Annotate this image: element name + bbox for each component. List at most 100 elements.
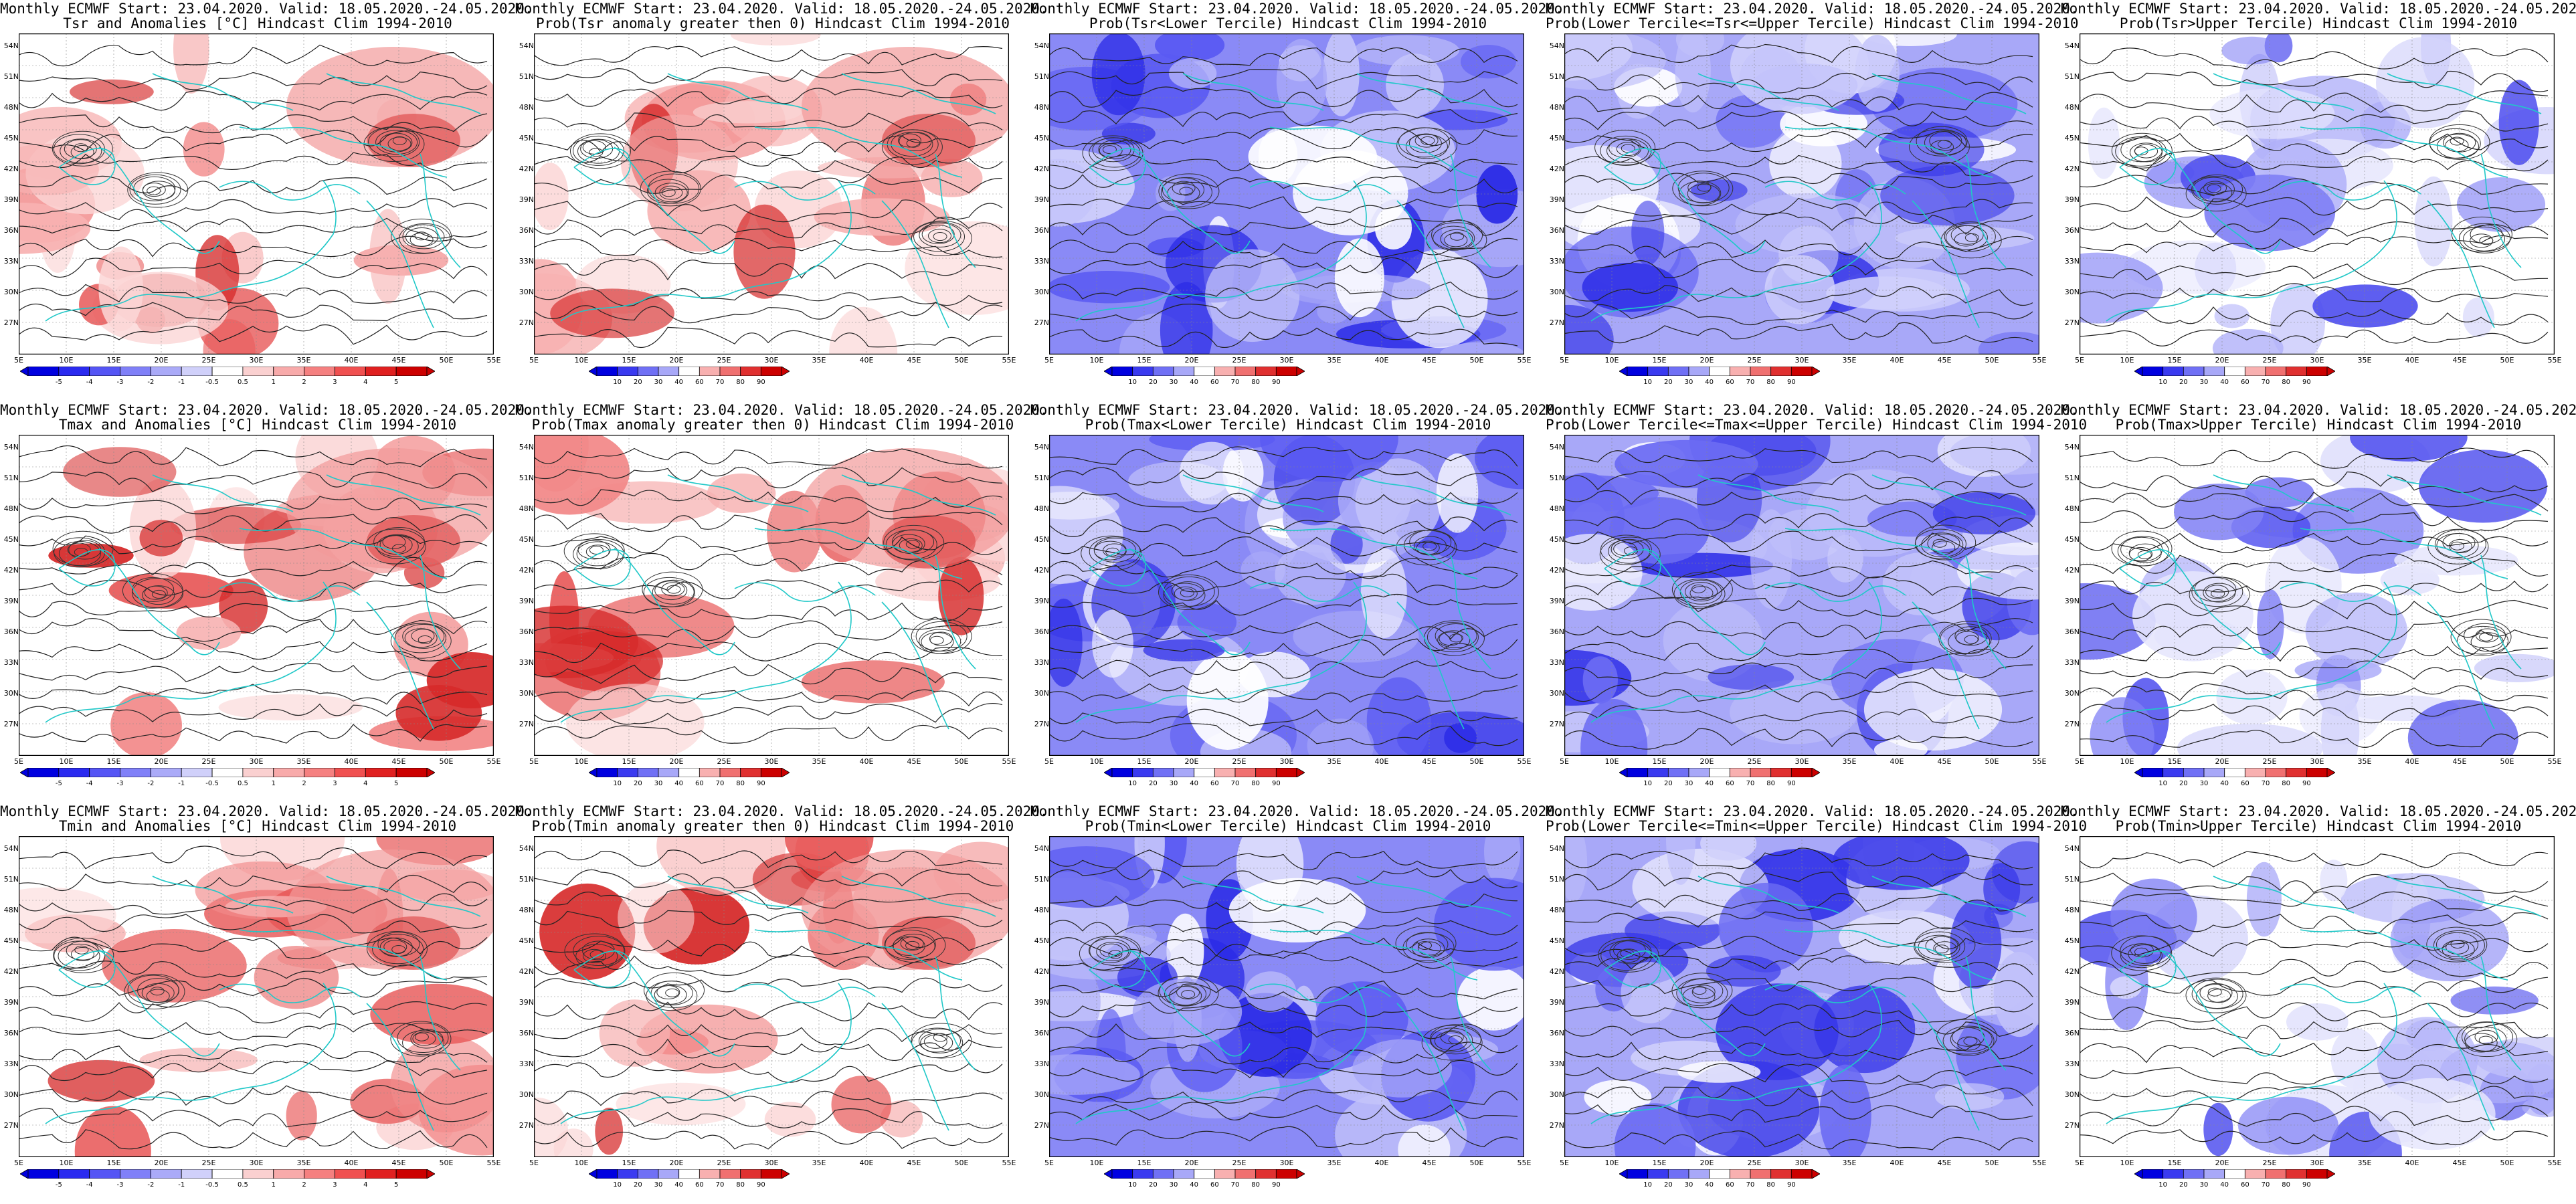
forecast-map [1049, 33, 1524, 355]
colorbar-tick-label: 30 [2199, 1181, 2209, 1189]
latitude-label: 45N [2064, 936, 2080, 945]
colorbar-tick-label: -0.5 [205, 379, 219, 386]
latitude-label: 45N [3, 134, 19, 142]
colorbar-tick-label: 3 [333, 780, 337, 787]
longitude-label: 40E [344, 356, 359, 365]
longitude-label: 25E [1232, 356, 1247, 365]
longitude-label: 40E [1890, 757, 1904, 766]
map-panel-tmin-upper: Monthly ECMWF Start: 23.04.2020. Valid: … [2061, 803, 2576, 1204]
longitude-label: 15E [622, 1159, 636, 1167]
latitude-label: 30N [1549, 1090, 1564, 1099]
longitude-label: 15E [622, 356, 636, 365]
panel-title-line1: Monthly ECMWF Start: 23.04.2020. Valid: … [0, 803, 533, 819]
longitude-label: 40E [859, 1159, 874, 1167]
latitude-label: 42N [2064, 967, 2080, 976]
colorbar-tick-label: 0.5 [237, 1181, 248, 1189]
colorbar-tick-label: 4 [363, 1181, 368, 1189]
latitude-label: 39N [1549, 998, 1564, 1007]
colorbar-tick-label: 70 [2261, 1181, 2270, 1189]
longitude-label: 55E [2032, 757, 2047, 766]
longitude-label: 10E [1089, 1159, 1104, 1167]
latitude-label: 39N [1034, 597, 1049, 605]
latitude-label: 30N [3, 1090, 19, 1099]
colorbar-tick-label: 30 [1684, 780, 1693, 787]
latitude-label: 27N [1034, 318, 1049, 327]
colorbar-tick-label: 80 [1766, 379, 1776, 386]
colorbar-tick-label: 90 [2302, 1181, 2311, 1189]
latitude-label: 27N [1549, 1121, 1564, 1130]
map-panel-tmin-middle: Monthly ECMWF Start: 23.04.2020. Valid: … [1546, 803, 2087, 1204]
colorbar-tick-label: 60 [1725, 780, 1734, 787]
longitude-label: 20E [154, 1159, 169, 1167]
longitude-label: 50E [954, 1159, 969, 1167]
longitude-label: 30E [1279, 1159, 1294, 1167]
longitude-label: 25E [1747, 356, 1762, 365]
panel-title-line1: Monthly ECMWF Start: 23.04.2020. Valid: … [1030, 803, 1564, 819]
panel-title-line2: Prob(Tmin>Upper Tercile) Hindcast Clim 1… [2115, 818, 2522, 834]
longitude-label: 5E [14, 757, 23, 766]
longitude-label: 15E [1137, 757, 1152, 766]
colorbar-tick-label: 2 [302, 379, 306, 386]
latitude-label: 54N [1549, 443, 1564, 452]
latitude-label: 45N [1549, 936, 1564, 945]
colorbar-tick-label: 90 [1271, 379, 1281, 386]
colorbar [589, 367, 790, 376]
forecast-map [19, 435, 494, 756]
longitude-label: 40E [1374, 356, 1389, 365]
colorbar-tick-label: 10 [1128, 379, 1137, 386]
latitude-label: 36N [519, 1029, 534, 1037]
longitude-label: 10E [1089, 757, 1104, 766]
colorbar-tick-label: 90 [2302, 379, 2311, 386]
longitude-label: 50E [2500, 1159, 2514, 1167]
longitude-label: 55E [2547, 1159, 2562, 1167]
colorbar-tick-label: 10 [1643, 379, 1653, 386]
colorbar [1104, 768, 1305, 777]
latitude-label: 33N [519, 658, 534, 667]
latitude-label: 42N [1034, 165, 1049, 173]
colorbar-tick-label: 60 [1210, 379, 1219, 386]
panel-title-line2: Tmax and Anomalies [°C] Hindcast Clim 19… [58, 417, 457, 433]
colorbar-tick-label: 2 [302, 1181, 306, 1189]
latitude-label: 48N [519, 906, 534, 914]
latitude-label: 51N [1034, 875, 1049, 884]
colorbar-tick-label: -1 [178, 379, 185, 386]
map-panel-tsr-upper: Monthly ECMWF Start: 23.04.2020. Valid: … [2061, 0, 2576, 401]
latitude-label: 48N [3, 504, 19, 513]
panel-title-line1: Monthly ECMWF Start: 23.04.2020. Valid: … [515, 803, 1048, 819]
forecast-map [2080, 435, 2555, 756]
colorbar-tick-label: 2 [302, 780, 306, 787]
colorbar-tick-label: 60 [695, 1181, 704, 1189]
latitude-label: 39N [519, 998, 534, 1007]
colorbar-tick-label: 30 [1169, 379, 1178, 386]
longitude-label: 30E [764, 757, 779, 766]
colorbar [1619, 768, 1820, 777]
longitude-label: 50E [439, 757, 454, 766]
longitude-label: 20E [1184, 1159, 1199, 1167]
colorbar-tick-label: 80 [736, 780, 745, 787]
colorbar-tick-label: 5 [393, 1181, 399, 1189]
longitude-label: 50E [439, 1159, 454, 1167]
colorbar-tick-label: 40 [1705, 379, 1714, 386]
colorbar [2134, 768, 2335, 777]
latitude-label: 54N [519, 41, 534, 50]
colorbar-tick-label: 10 [2158, 1181, 2168, 1189]
latitude-label: 30N [1034, 689, 1049, 698]
latitude-label: 27N [519, 720, 534, 728]
panel-title-line2: Prob(Tmax>Upper Tercile) Hindcast Clim 1… [2115, 417, 2522, 433]
latitude-label: 51N [1034, 474, 1049, 482]
latitude-label: 36N [2064, 1029, 2080, 1037]
colorbar [2134, 367, 2335, 376]
latitude-label: 48N [519, 504, 534, 513]
longitude-label: 40E [1890, 356, 1904, 365]
colorbar-tick-label: 60 [695, 780, 704, 787]
longitude-label: 40E [859, 356, 874, 365]
longitude-label: 55E [2032, 1159, 2047, 1167]
longitude-label: 45E [1937, 356, 1952, 365]
colorbar-tick-label: 20 [633, 379, 642, 386]
longitude-label: 10E [1604, 1159, 1619, 1167]
colorbar-tick-label: 3 [333, 1181, 337, 1189]
colorbar-tick-label: 80 [736, 379, 745, 386]
longitude-label: 55E [2032, 356, 2047, 365]
longitude-label: 10E [574, 356, 589, 365]
longitude-label: 15E [1652, 1159, 1667, 1167]
